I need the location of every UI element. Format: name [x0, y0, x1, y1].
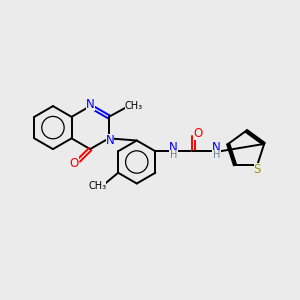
Text: S: S	[254, 163, 261, 176]
Text: N: N	[106, 134, 114, 147]
Text: O: O	[69, 157, 79, 170]
Text: CH₃: CH₃	[88, 181, 106, 191]
Text: H: H	[213, 150, 220, 160]
Text: O: O	[194, 128, 203, 140]
Text: N: N	[169, 141, 178, 154]
Text: N: N	[86, 98, 95, 110]
Text: H: H	[169, 150, 177, 160]
Text: N: N	[212, 141, 221, 154]
Text: CH₃: CH₃	[124, 101, 143, 111]
